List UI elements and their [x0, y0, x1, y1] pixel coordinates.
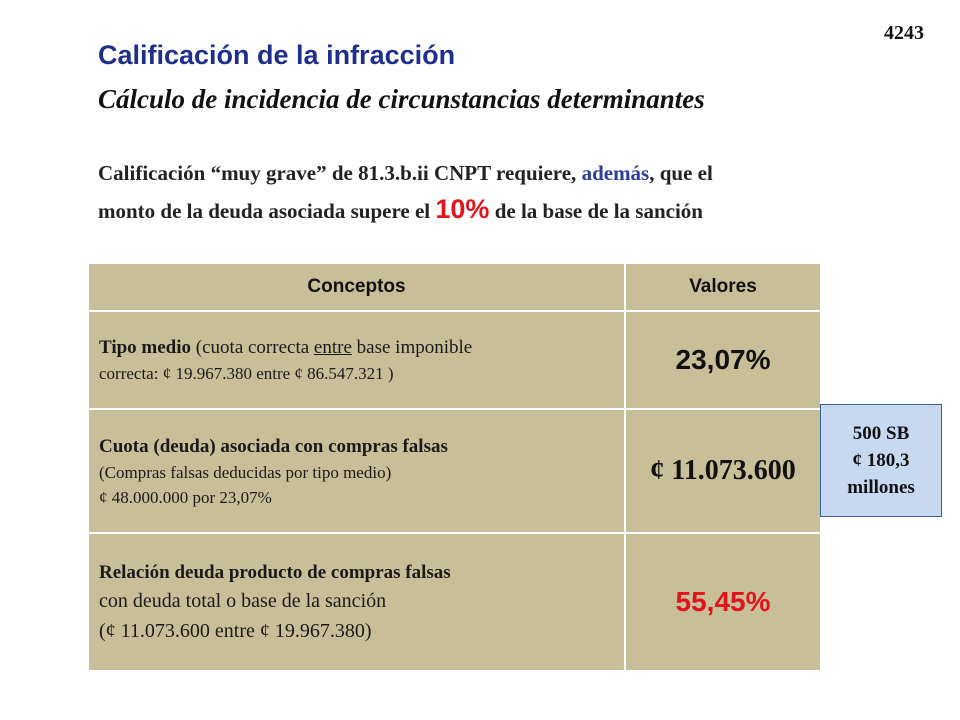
page-subtitle: Cálculo de incidencia de circunstancias … — [98, 84, 705, 114]
concept-detail: correcta: ¢ 19.967.380 entre ¢ 86.547.32… — [99, 364, 394, 383]
value-cuota: ¢ 11.073.600 — [650, 455, 796, 486]
concept-detail: ¢ 48.000.000 por 23,07% — [99, 487, 272, 507]
concept-underlined: entre — [313, 337, 352, 358]
concept-title: Tipo medio — [99, 337, 192, 358]
concept-paren-pre: (cuota correcta — [191, 337, 314, 358]
concept-paren-post: base imponible — [351, 337, 473, 358]
header-conceptos: Conceptos — [87, 262, 626, 312]
intro-emphasis: además — [581, 161, 650, 185]
table-row: Tipo medio (cuota correcta entre base im… — [87, 310, 822, 410]
value-cell: ¢ 11.073.600 — [624, 408, 822, 534]
concept-cell-cuota: Cuota (deuda) asociada con compras falsa… — [87, 408, 626, 534]
value-cell: 55,45% — [624, 532, 822, 672]
slide-number: 4243 — [884, 22, 924, 44]
concepts-table: Conceptos Valores Tipo medio (cuota corr… — [87, 262, 822, 672]
intro-paragraph: Calificación “muy grave” de 81.3.b.ii CN… — [98, 155, 898, 229]
concept-detail: con deuda total o base de la sanción — [99, 589, 387, 612]
value-relacion: 55,45% — [675, 586, 771, 617]
intro-text-1: Calificación “muy grave” de 81.3.b.ii CN… — [98, 161, 577, 185]
side-note-box: 500 SB ¢ 180,3 millones — [820, 404, 942, 517]
concept-detail: (¢ 11.073.600 entre ¢ 19.967.380) — [99, 619, 372, 642]
header-valores: Valores — [624, 262, 822, 312]
side-note-line: millones — [847, 477, 915, 498]
concept-cell-tipo-medio: Tipo medio (cuota correcta entre base im… — [87, 310, 626, 410]
side-note-line: ¢ 180,3 — [852, 450, 910, 471]
intro-text-3: monto de la deuda asociada supere el — [98, 199, 431, 223]
concept-title: Cuota (deuda) asociada con compras falsa… — [99, 435, 448, 457]
value-cell: 23,07% — [624, 310, 822, 410]
concept-title: Relación deuda producto de compras falsa… — [99, 561, 451, 583]
concept-cell-relacion: Relación deuda producto de compras falsa… — [87, 532, 626, 672]
page-title: Calificación de la infracción — [98, 40, 456, 70]
concept-detail: (Compras falsas deducidas por tipo medio… — [99, 462, 392, 482]
table-row: Relación deuda producto de compras falsa… — [87, 532, 822, 672]
side-note-line: 500 SB — [852, 423, 910, 444]
intro-text-4: de la base de la sanción — [494, 199, 703, 223]
intro-percent: 10% — [435, 194, 490, 224]
intro-text-2: , que el — [649, 161, 713, 185]
table-row: Cuota (deuda) asociada con compras falsa… — [87, 408, 822, 534]
table-header-row: Conceptos Valores — [87, 262, 822, 312]
value-tipo-medio: 23,07% — [675, 344, 771, 375]
